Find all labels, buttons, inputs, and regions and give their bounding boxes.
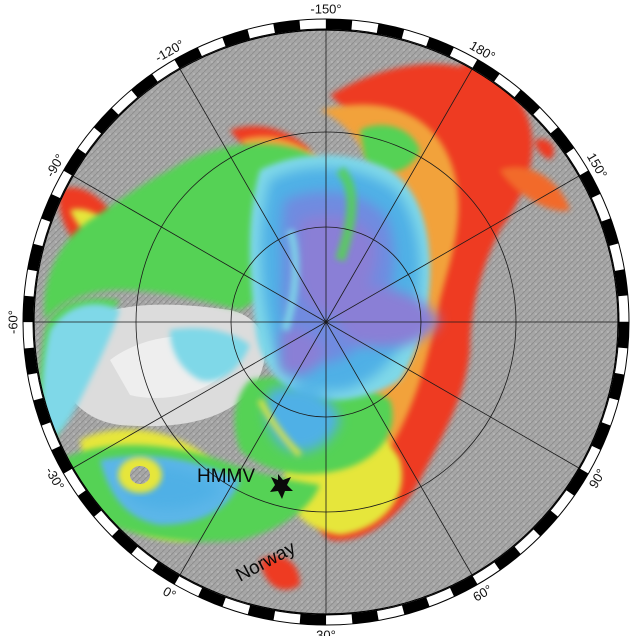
longitude-label: 30° xyxy=(316,628,336,636)
meridian-line xyxy=(179,321,327,576)
meridian-line xyxy=(72,175,327,323)
meridian-line xyxy=(325,321,473,576)
longitude-label: -90° xyxy=(42,151,67,179)
meridian-line xyxy=(325,175,580,323)
place-label-hmmv: HMMV xyxy=(197,466,255,487)
graticule xyxy=(34,30,618,614)
meridian-line xyxy=(72,321,327,469)
meridian-line xyxy=(325,321,580,469)
longitude-label: 0° xyxy=(160,583,178,602)
hmmv-star-icon xyxy=(270,474,293,499)
longitude-label: 90° xyxy=(586,466,609,491)
meridian-line xyxy=(325,68,473,323)
meridian-line xyxy=(179,68,327,323)
longitude-label: -60° xyxy=(6,310,21,334)
longitude-label: 180° xyxy=(467,38,498,64)
longitude-label: -150° xyxy=(310,2,341,17)
